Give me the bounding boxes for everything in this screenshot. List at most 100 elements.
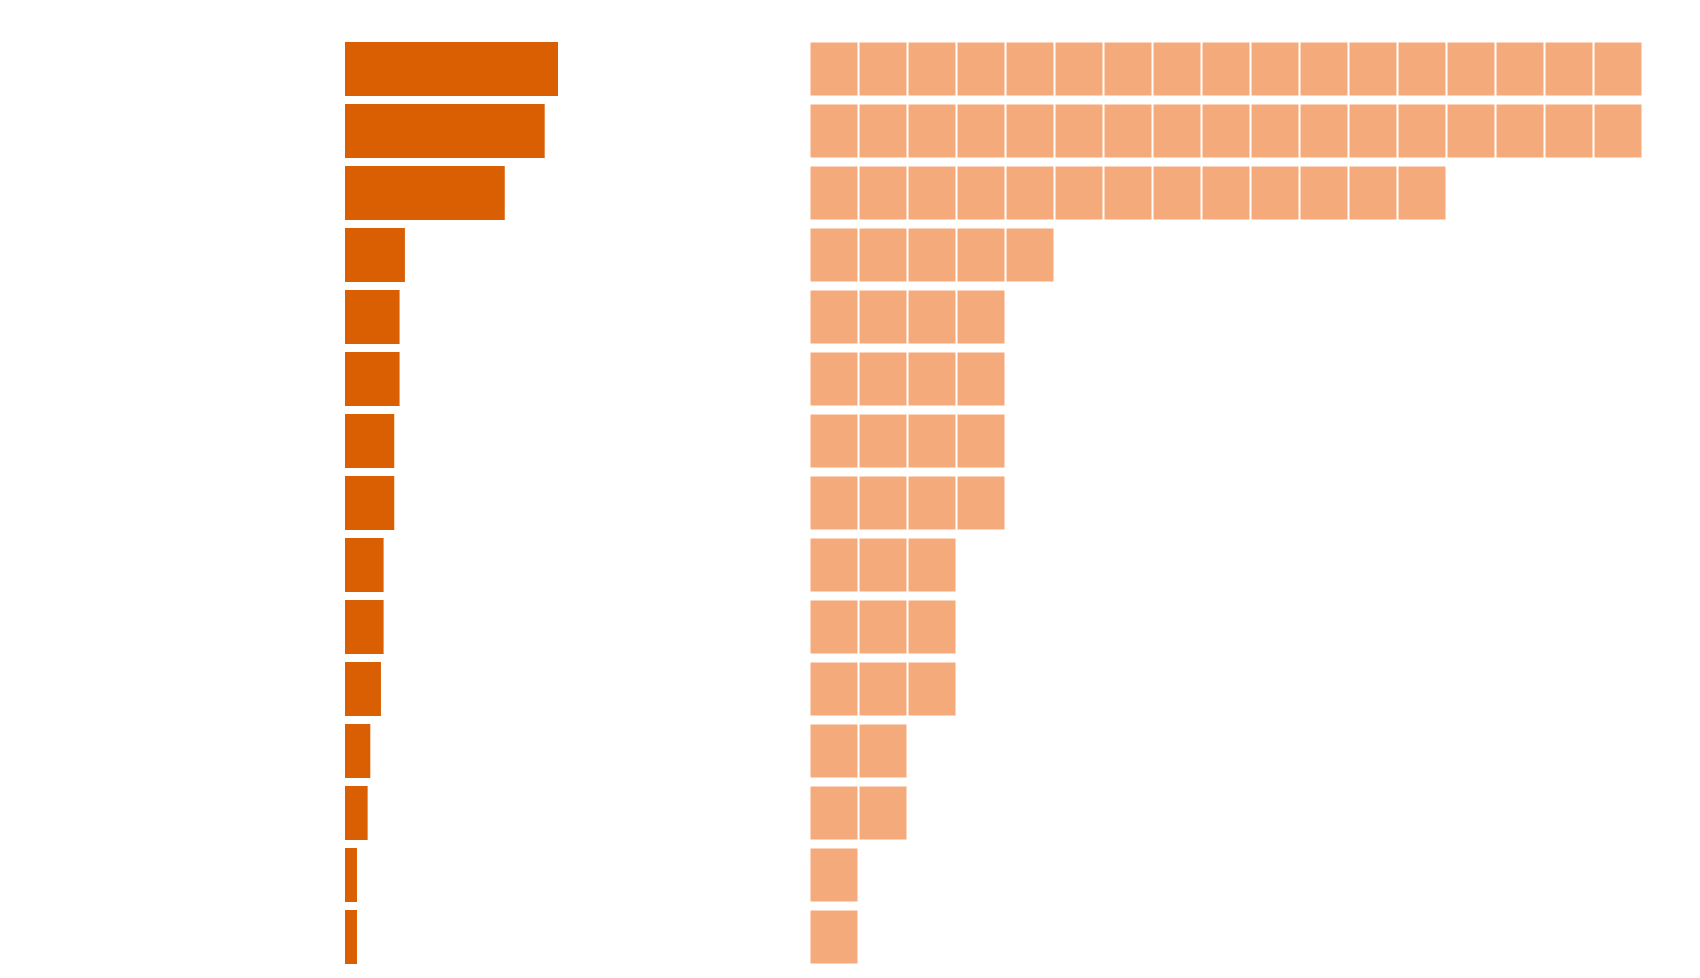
left-bar <box>345 290 400 344</box>
unit-square <box>858 537 908 593</box>
unit-square <box>1103 41 1153 97</box>
unit-square <box>907 599 957 655</box>
unit-square <box>1103 165 1153 221</box>
unit-square <box>858 785 908 841</box>
unit-square <box>858 103 908 159</box>
unit-square <box>1005 165 1055 221</box>
left-bar <box>345 228 405 282</box>
unit-square <box>809 413 859 469</box>
unit-square <box>956 227 1006 283</box>
unit-square <box>1593 103 1643 159</box>
unit-square <box>858 289 908 345</box>
unit-square <box>1250 103 1300 159</box>
unit-square <box>809 475 859 531</box>
unit-square <box>858 351 908 407</box>
unit-square <box>1397 103 1447 159</box>
unit-square <box>809 847 859 903</box>
unit-square <box>907 661 957 717</box>
right-unit-square-series <box>809 41 1643 965</box>
unit-square <box>956 289 1006 345</box>
unit-square <box>858 413 908 469</box>
unit-square <box>907 165 957 221</box>
unit-square <box>1495 103 1545 159</box>
unit-square <box>809 661 859 717</box>
unit-square <box>1299 41 1349 97</box>
unit-square <box>1005 103 1055 159</box>
unit-square <box>1495 41 1545 97</box>
unit-square <box>956 475 1006 531</box>
unit-square <box>1544 103 1594 159</box>
unit-square <box>809 165 859 221</box>
left-bar <box>345 476 395 530</box>
unit-square <box>1054 41 1104 97</box>
unit-square <box>1005 227 1055 283</box>
unit-square <box>956 41 1006 97</box>
unit-square <box>858 41 908 97</box>
unit-square <box>809 227 859 283</box>
unit-square <box>1201 103 1251 159</box>
unit-square <box>809 41 859 97</box>
unit-square <box>956 165 1006 221</box>
unit-square <box>858 227 908 283</box>
unit-square <box>1446 41 1496 97</box>
left-bar <box>345 538 384 592</box>
left-bar <box>345 910 357 964</box>
unit-square <box>1446 103 1496 159</box>
unit-square <box>858 661 908 717</box>
left-bar-series <box>345 42 558 964</box>
unit-square <box>907 351 957 407</box>
unit-square <box>1201 165 1251 221</box>
left-bar <box>345 414 395 468</box>
unit-square <box>1201 41 1251 97</box>
unit-square <box>1348 165 1398 221</box>
unit-square <box>956 103 1006 159</box>
unit-square <box>907 475 957 531</box>
unit-square <box>1152 103 1202 159</box>
unit-square <box>1103 103 1153 159</box>
unit-square <box>1299 103 1349 159</box>
unit-square <box>1005 41 1055 97</box>
unit-square <box>907 41 957 97</box>
unit-square <box>809 537 859 593</box>
unit-square <box>858 723 908 779</box>
unit-square <box>1250 41 1300 97</box>
unit-square <box>907 289 957 345</box>
left-bar <box>345 352 400 406</box>
unit-square <box>956 413 1006 469</box>
unit-square <box>1152 165 1202 221</box>
unit-square <box>809 723 859 779</box>
left-bar <box>345 104 545 158</box>
unit-square <box>858 599 908 655</box>
unit-square <box>809 909 859 965</box>
unit-square <box>809 785 859 841</box>
unit-square <box>1348 41 1398 97</box>
left-bar <box>345 786 368 840</box>
left-bar <box>345 600 384 654</box>
unit-square <box>1348 103 1398 159</box>
unit-square <box>809 351 859 407</box>
unit-square <box>809 289 859 345</box>
unit-square <box>1054 103 1104 159</box>
unit-square <box>907 413 957 469</box>
left-bar <box>345 848 357 902</box>
unit-square <box>858 165 908 221</box>
unit-square <box>809 103 859 159</box>
unit-square <box>1593 41 1643 97</box>
unit-square <box>1152 41 1202 97</box>
unit-square <box>809 599 859 655</box>
left-bar <box>345 166 505 220</box>
unit-square <box>907 103 957 159</box>
left-bar <box>345 724 371 778</box>
unit-square <box>907 227 957 283</box>
unit-square <box>907 537 957 593</box>
unit-square <box>1054 165 1104 221</box>
unit-square <box>1544 41 1594 97</box>
left-bar <box>345 662 381 716</box>
unit-square <box>1299 165 1349 221</box>
unit-square <box>1397 165 1447 221</box>
unit-square <box>956 351 1006 407</box>
left-bar <box>345 42 558 96</box>
unit-square <box>858 475 908 531</box>
